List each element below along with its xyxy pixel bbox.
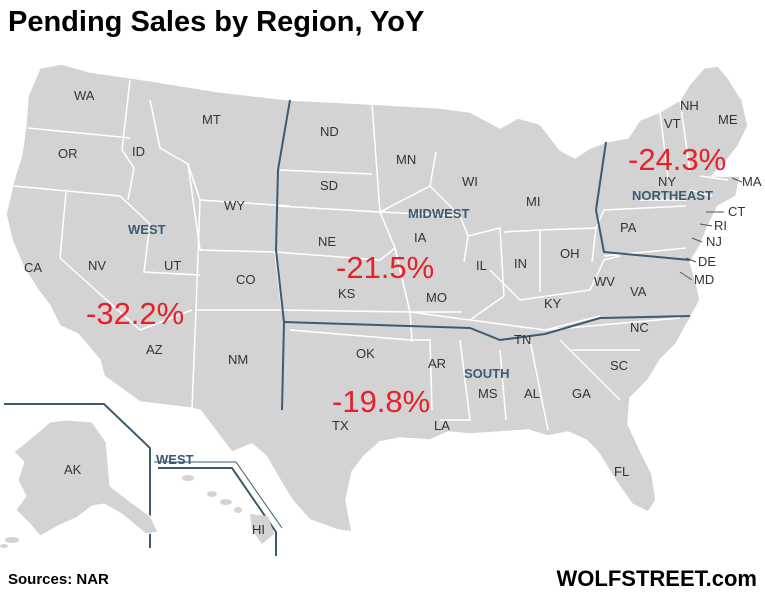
state-label: FL xyxy=(614,464,629,479)
state-label: OR xyxy=(58,146,78,161)
brand-logo-text: WOLFSTREET.com xyxy=(556,566,757,591)
map-title: Pending Sales by Region, YoY xyxy=(8,6,425,38)
state-label: NJ xyxy=(706,234,722,249)
state-label: IN xyxy=(514,256,527,271)
state-label: AL xyxy=(524,386,540,401)
state-label: NY xyxy=(658,174,676,189)
state-label: WA xyxy=(74,88,95,103)
hawaii-inset-frame xyxy=(158,467,277,556)
state-label: AR xyxy=(428,356,446,371)
state-label: SC xyxy=(610,358,628,373)
region-label-midwest: MIDWEST xyxy=(408,206,469,221)
state-label: WI xyxy=(462,174,478,189)
state-label: MS xyxy=(478,386,498,401)
region-label-west: WEST xyxy=(128,222,166,237)
state-label: UT xyxy=(164,258,181,273)
state-label: VT xyxy=(664,116,681,131)
state-label: NM xyxy=(228,352,248,367)
state-label: SD xyxy=(320,178,338,193)
state-label: LA xyxy=(434,418,450,433)
state-label: MA xyxy=(742,174,762,189)
state-label: NC xyxy=(630,320,649,335)
hawaii-islands xyxy=(182,475,274,544)
state-label: ID xyxy=(132,144,145,159)
region-value-west: -32.2% xyxy=(86,296,184,331)
hawaii-inset-frame-inner xyxy=(154,461,283,529)
state-label: RI xyxy=(714,218,727,233)
region-value-midwest: -21.5% xyxy=(336,250,434,285)
state-label: DE xyxy=(698,254,716,269)
region-label-south: SOUTH xyxy=(464,366,510,381)
state-label: CT xyxy=(728,204,745,219)
state-label: ME xyxy=(718,112,738,127)
alaska-inset-frame xyxy=(4,403,151,548)
state-label: MD xyxy=(694,272,714,287)
region-labels: WEST MIDWEST SOUTH NORTHEAST WEST xyxy=(128,188,713,467)
state-label: CA xyxy=(24,260,42,275)
alaska-islands xyxy=(0,537,19,548)
state-label: NH xyxy=(680,98,699,113)
source-note: Sources: NAR xyxy=(8,571,109,588)
state-label: AZ xyxy=(146,342,163,357)
region-label-west-inset: WEST xyxy=(156,452,194,467)
state-label: PA xyxy=(620,220,637,235)
state-label: TN xyxy=(514,332,531,347)
state-label: ND xyxy=(320,124,339,139)
state-label: NV xyxy=(88,258,106,273)
region-borders xyxy=(274,99,691,411)
state-label: HI xyxy=(252,522,265,537)
region-value-south: -19.8% xyxy=(332,384,430,419)
state-leader-lines xyxy=(679,177,743,281)
contiguous-us-land xyxy=(5,63,749,533)
alaska-land xyxy=(13,419,159,537)
state-label: KY xyxy=(544,296,562,311)
state-label: OK xyxy=(356,346,375,361)
region-values: -32.2% -21.5% -19.8% -24.3% xyxy=(86,142,726,419)
state-label: CO xyxy=(236,272,256,287)
state-label: WV xyxy=(594,274,615,289)
state-borders xyxy=(13,79,729,431)
state-label: GA xyxy=(572,386,591,401)
state-label: VA xyxy=(630,284,647,299)
state-label: OH xyxy=(560,246,580,261)
state-label: MN xyxy=(396,152,416,167)
state-label: MO xyxy=(426,290,447,305)
region-value-northeast: -24.3% xyxy=(628,142,726,177)
state-label: TX xyxy=(332,418,349,433)
state-label: IL xyxy=(476,258,487,273)
state-label: AK xyxy=(64,462,82,477)
state-label: NE xyxy=(318,234,336,249)
state-label: MT xyxy=(202,112,221,127)
state-label: IA xyxy=(414,230,427,245)
region-label-northeast: NORTHEAST xyxy=(632,188,713,203)
state-label: WY xyxy=(224,198,245,213)
state-labels: WA OR CA NV ID MT WY UT CO AZ NM ND SD N… xyxy=(24,88,762,537)
state-label: KS xyxy=(338,286,356,301)
state-label: MI xyxy=(526,194,540,209)
